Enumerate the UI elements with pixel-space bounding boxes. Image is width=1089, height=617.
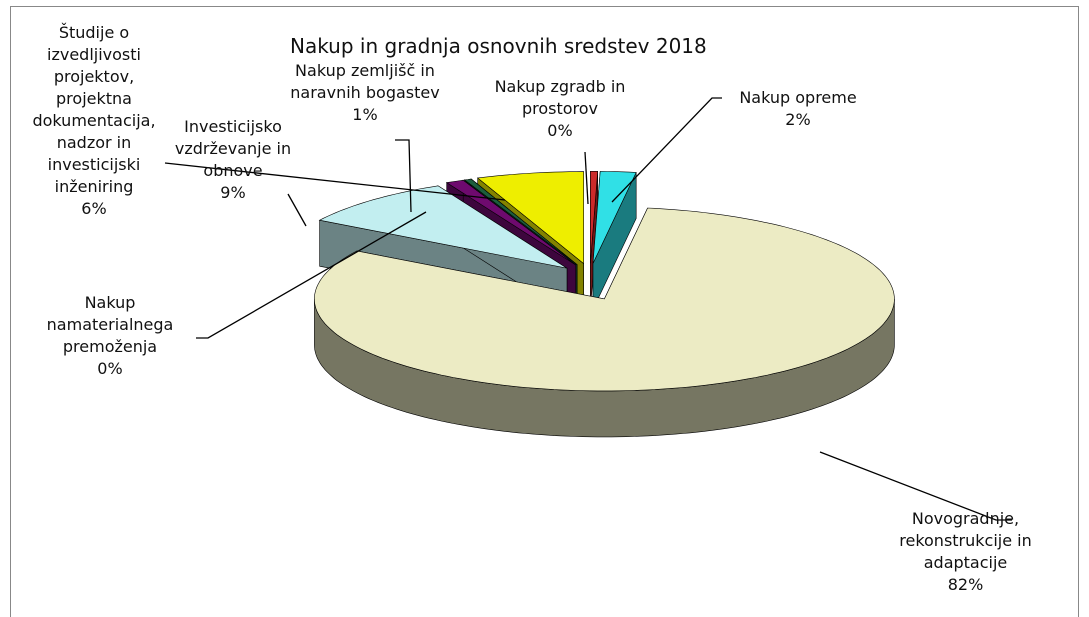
leader-line	[196, 211, 427, 339]
leader-line	[584, 151, 589, 205]
label-name: Nakup opreme	[739, 88, 857, 107]
data-label: Študije o izvedljivosti projektov, proje…	[14, 22, 174, 220]
data-label: Nakup zemljišč in naravnih bogastev 1%	[285, 60, 445, 126]
label-value: 9%	[220, 183, 246, 202]
pie	[314, 171, 895, 438]
slice	[590, 171, 599, 310]
label-value: 2%	[785, 110, 811, 129]
label-value: 6%	[81, 199, 107, 218]
data-label: Nakup namaterialnega premoženja 0%	[40, 292, 180, 380]
leader-line	[287, 193, 307, 227]
slice-top	[592, 171, 637, 264]
frame	[10, 6, 1079, 617]
slice-top	[463, 178, 578, 265]
label-name: Študije o izvedljivosti projektov, proje…	[32, 23, 156, 196]
leader-line	[819, 451, 1012, 521]
chart-title: Nakup in gradnja osnovnih sredstev 2018	[290, 34, 707, 58]
label-name: Investicijsko vzdrževanje in obnove	[174, 117, 292, 180]
data-label: Nakup zgradb in prostorov 0%	[480, 76, 640, 142]
slice-top	[590, 171, 599, 264]
data-label: Nakup opreme 2%	[718, 87, 878, 131]
data-label: Novogradnje, rekonstrukcije in adaptacij…	[878, 508, 1053, 596]
leader-line	[164, 162, 506, 201]
label-name: Nakup namaterialnega premoženja	[46, 293, 174, 356]
label-value: 82%	[947, 575, 984, 594]
label-name: Nakup zemljišč in naravnih bogastev	[290, 61, 440, 102]
leader-lines	[164, 97, 1012, 521]
label-name: Nakup zgradb in prostorov	[494, 77, 626, 118]
label-value: 0%	[547, 121, 573, 140]
slice-top	[476, 171, 585, 265]
label-name: Novogradnje, rekonstrukcije in adaptacij…	[899, 509, 1032, 572]
label-value: 1%	[352, 105, 378, 124]
slice	[592, 171, 637, 310]
leader-line	[611, 97, 722, 203]
slice-top	[314, 207, 895, 392]
slice-top	[318, 185, 568, 269]
slice	[314, 207, 895, 438]
data-label: Investicijsko vzdrževanje in obnove 9%	[163, 116, 303, 204]
label-value: 0%	[97, 359, 123, 378]
leader-line	[395, 139, 412, 213]
